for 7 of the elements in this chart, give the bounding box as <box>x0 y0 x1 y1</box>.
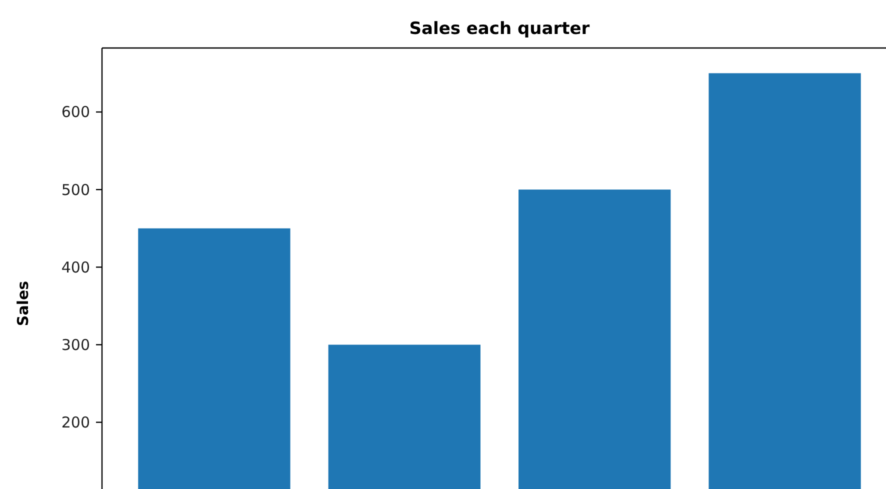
chart-title: Sales each quarter <box>409 19 590 39</box>
y-tick-label: 200 <box>61 414 90 432</box>
y-tick-label: 500 <box>61 180 90 199</box>
y-tick-label: 600 <box>61 103 90 122</box>
y-axis-title: Sales <box>14 280 32 326</box>
y-tick-label: 400 <box>61 258 90 276</box>
y-tick-label: 300 <box>61 336 90 354</box>
